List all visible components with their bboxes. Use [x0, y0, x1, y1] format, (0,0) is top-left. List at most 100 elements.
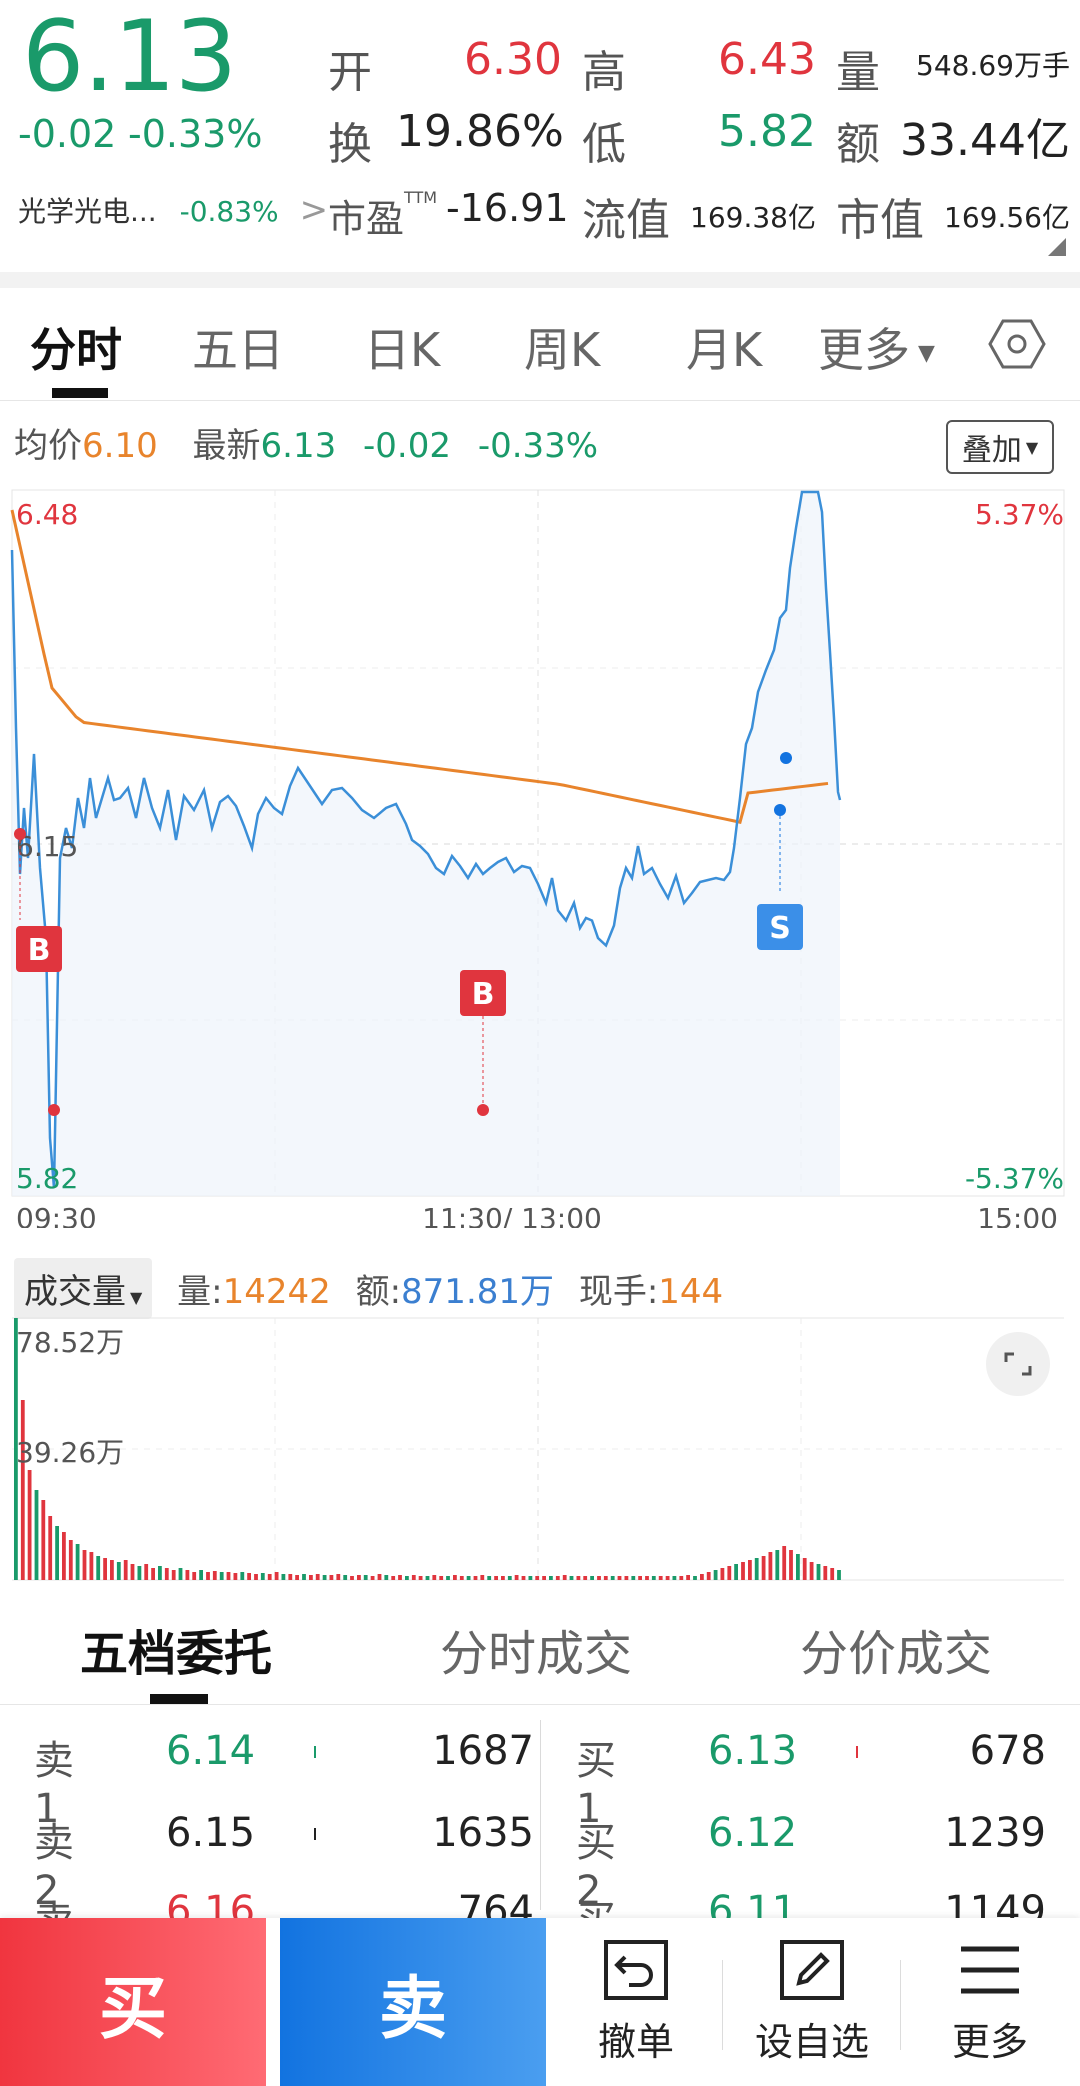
tab-time-trades[interactable]: 分时成交	[440, 1626, 633, 1682]
pe-sup: TTM	[404, 188, 438, 207]
caret-down-icon: ▼	[918, 341, 935, 366]
amount-label: 额	[836, 119, 880, 170]
sell-marker[interactable]: S	[757, 752, 803, 950]
pe-value: -16.91	[446, 186, 569, 230]
volume-bar	[48, 1516, 53, 1580]
overlay-button[interactable]: 叠加 ▼	[946, 420, 1054, 474]
volume-bar	[192, 1572, 197, 1580]
chevron-right-icon: >	[299, 190, 329, 230]
low-value: 5.82	[718, 106, 816, 157]
volume-bar	[178, 1568, 183, 1580]
volume-bar	[768, 1552, 773, 1580]
volume-bar	[775, 1550, 780, 1580]
menu-icon	[961, 1946, 1019, 1993]
caret-down-icon: ▼	[1025, 437, 1039, 457]
ask-price: 6.14	[166, 1728, 256, 1774]
tab-daily-k[interactable]: 日K	[364, 323, 441, 377]
volume-bar	[624, 1576, 629, 1580]
bid-qty: 678	[969, 1728, 1046, 1774]
volume-bar	[329, 1575, 334, 1580]
volume-bar	[734, 1564, 738, 1580]
volume-bar	[34, 1490, 39, 1580]
high-value: 6.43	[718, 34, 816, 85]
volume-indicator-select[interactable]: 成交量 ▼	[14, 1258, 153, 1319]
volume-bar	[528, 1576, 533, 1580]
volume-bar	[603, 1576, 608, 1580]
volume-bar	[686, 1575, 690, 1580]
volume-bar	[288, 1574, 293, 1580]
bid-label: 买1	[576, 1738, 616, 1832]
volume-bar	[658, 1576, 663, 1580]
volume-bar	[583, 1576, 588, 1580]
volume-bar	[761, 1556, 766, 1580]
volume-bar	[700, 1574, 704, 1580]
expand-icon[interactable]	[986, 1332, 1050, 1396]
cur-value: 144	[658, 1272, 724, 1312]
tab-five-day[interactable]: 五日	[192, 323, 284, 377]
sector-link[interactable]: 光学光电... -0.83% >	[18, 190, 328, 230]
volume-bar	[350, 1576, 354, 1580]
volume-bar	[384, 1575, 389, 1580]
volume-bar	[164, 1568, 169, 1580]
volume-bar	[240, 1572, 245, 1580]
high-label: 高	[582, 47, 626, 98]
volume-bar	[274, 1572, 279, 1580]
settings-hexagon-icon[interactable]	[988, 318, 1046, 370]
volume-bar	[651, 1576, 656, 1580]
volume-bar	[631, 1576, 636, 1580]
volume-bar	[377, 1574, 382, 1580]
volume-bar	[110, 1560, 114, 1580]
qty-tick	[314, 1746, 316, 1758]
pe-label: 市盈TTM	[328, 188, 438, 241]
vol-y-mid-label: 39.26万	[16, 1436, 124, 1469]
volume-bar	[336, 1574, 341, 1580]
svg-text:S: S	[769, 911, 791, 946]
volume-bar	[226, 1572, 231, 1580]
volume-bar	[137, 1566, 142, 1580]
period-tabs: 分时 五日 日K 周K 月K 更多 ▼	[0, 288, 1080, 401]
volume-bar	[315, 1574, 320, 1580]
add-watchlist-button[interactable]: 设自选	[732, 1918, 892, 2086]
bid-qty: 1239	[944, 1810, 1046, 1856]
tab-intraday[interactable]: 分时	[30, 323, 122, 377]
y-mid-label: 6.15	[16, 830, 78, 863]
corner-triangle-icon[interactable]	[1048, 238, 1066, 256]
volume-bar	[357, 1575, 361, 1580]
volume-bar	[569, 1576, 574, 1580]
y-top-label: 6.48	[16, 498, 78, 531]
buy-marker-2[interactable]: B	[460, 970, 506, 1116]
bar-separator	[900, 1960, 901, 2050]
cancel-order-button[interactable]: 撤单	[556, 1918, 716, 2086]
volume-bar	[130, 1564, 135, 1580]
chart-legend: 均价6.10 最新6.13 -0.02 -0.33%	[14, 418, 598, 467]
bar-separator	[722, 1960, 723, 2050]
volume-bar	[576, 1576, 581, 1580]
volume-bar	[679, 1576, 684, 1580]
vol-value: 14242	[222, 1272, 331, 1312]
volume-bar	[398, 1575, 402, 1580]
tab-five-levels[interactable]: 五档委托	[80, 1626, 273, 1682]
buy-button[interactable]: 买	[0, 1918, 266, 2086]
svg-text:B: B	[28, 933, 51, 968]
buy-marker-1[interactable]: B	[14, 828, 62, 972]
volume-bar	[267, 1574, 272, 1580]
volume-bar	[254, 1574, 258, 1580]
volume-bar	[597, 1576, 601, 1580]
volume-bar	[507, 1576, 512, 1580]
tab-weekly-k[interactable]: 周K	[524, 323, 601, 377]
tab-more[interactable]: 更多 ▼	[818, 314, 935, 380]
sell-button[interactable]: 卖	[280, 1918, 546, 2086]
avg-label: 均价	[14, 426, 82, 466]
tab-monthly-k[interactable]: 月K	[686, 323, 763, 377]
intraday-price-chart[interactable]: 6.48 6.15 5.82 5.37% -5.37% 09:30 11:30/…	[0, 488, 1080, 1228]
volume-bar	[453, 1575, 457, 1580]
pct-bottom-label: -5.37%	[965, 1162, 1064, 1195]
volume-chart[interactable]: 78.52万 39.26万	[0, 1316, 1080, 1582]
tab-price-trades[interactable]: 分价成交	[800, 1626, 993, 1682]
ask-label: 卖1	[34, 1738, 74, 1832]
volume-bar	[68, 1540, 73, 1580]
volume-bar	[41, 1500, 46, 1580]
volume-bar	[466, 1576, 471, 1580]
more-button[interactable]: 更多	[910, 1918, 1070, 2086]
volume-bar	[302, 1574, 306, 1580]
